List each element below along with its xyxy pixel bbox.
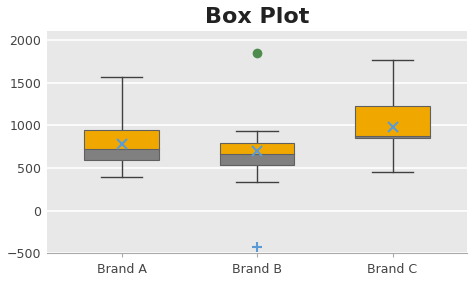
Bar — [220, 154, 294, 164]
Bar — [84, 130, 159, 160]
Bar — [356, 106, 430, 138]
Bar — [84, 149, 159, 160]
Bar — [84, 130, 159, 149]
Bar — [356, 136, 430, 138]
Title: Box Plot: Box Plot — [205, 7, 309, 27]
Bar — [356, 106, 430, 136]
Bar — [220, 143, 294, 154]
Bar — [220, 143, 294, 164]
